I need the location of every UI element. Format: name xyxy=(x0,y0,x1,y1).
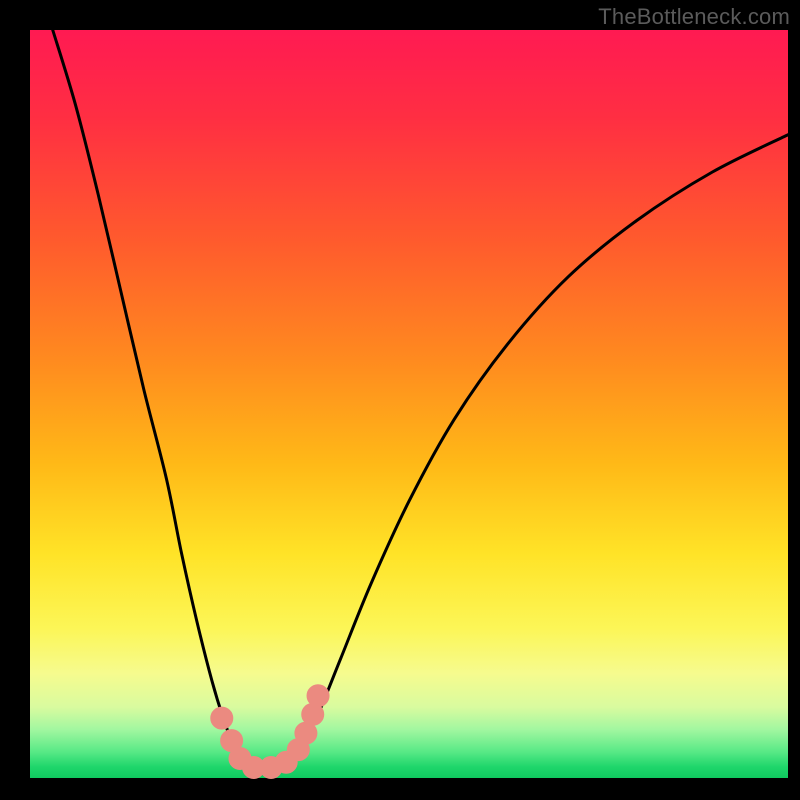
gradient-panel xyxy=(30,30,788,778)
chart-container: TheBottleneck.com xyxy=(0,0,800,800)
curve-marker xyxy=(211,707,233,729)
curve-marker xyxy=(307,685,329,707)
bottleneck-chart xyxy=(0,0,800,800)
watermark-text: TheBottleneck.com xyxy=(598,4,790,30)
